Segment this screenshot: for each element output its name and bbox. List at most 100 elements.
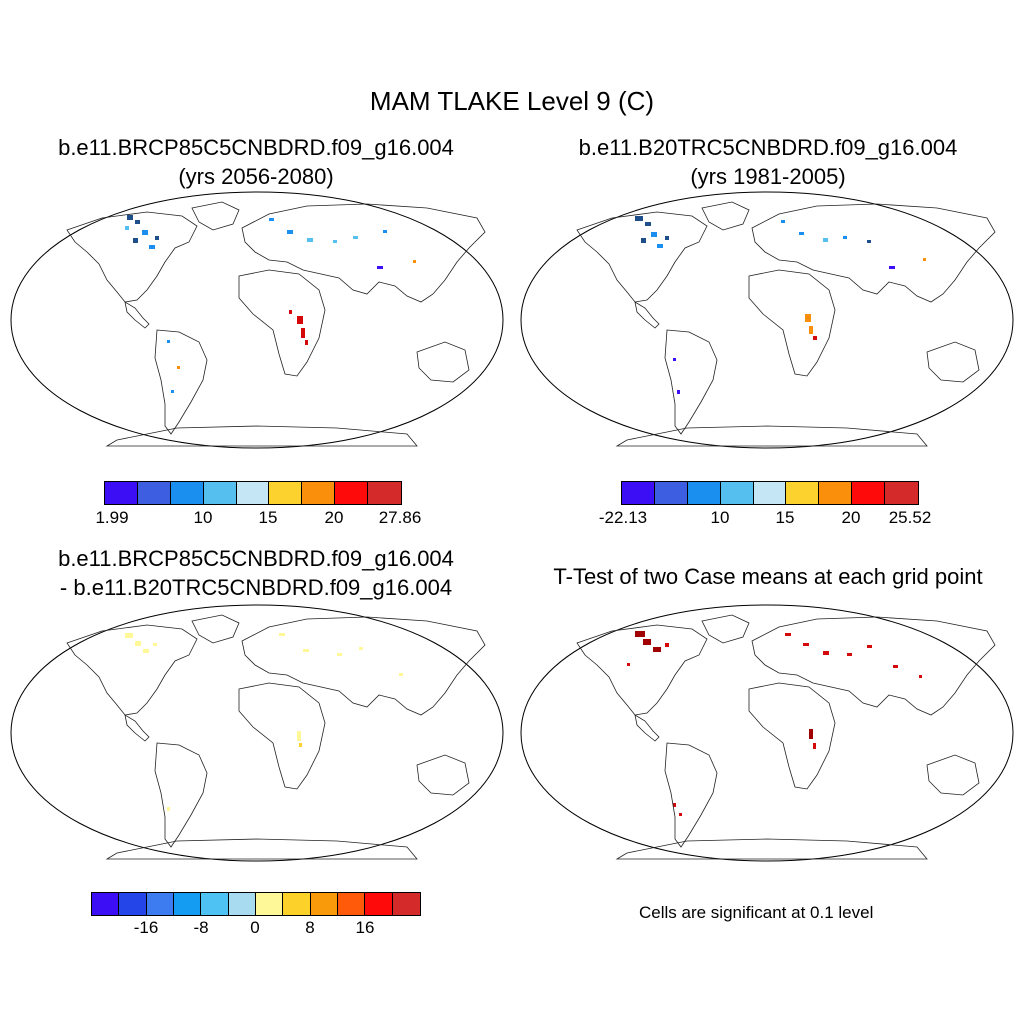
figure-title: MAM TLAKE Level 9 (C) <box>369 86 655 116</box>
lake-cell <box>299 743 302 747</box>
lake-cell <box>359 647 363 650</box>
coastline <box>701 614 750 644</box>
map-svg-1 <box>10 191 504 449</box>
coastline <box>238 269 326 377</box>
lake-cell <box>867 240 871 243</box>
coastline <box>191 201 240 231</box>
coastline <box>191 614 240 644</box>
panel-4-title: T-Test of two Case means at each grid po… <box>512 562 1024 591</box>
colorbar-swatch <box>92 893 120 915</box>
colorbar-swatch <box>335 482 368 504</box>
lake-cell <box>893 665 898 668</box>
coastline <box>416 341 470 383</box>
colorbar-swatch <box>119 893 147 915</box>
lake-cell <box>133 238 138 243</box>
colorbar-swatch <box>170 482 204 504</box>
lake-cell <box>809 326 813 334</box>
lake-cell <box>813 743 816 749</box>
lake-cell <box>635 631 645 637</box>
colorbar-1-label: 1.99 <box>95 508 129 527</box>
colorbar-3-label: -16 <box>133 918 159 937</box>
map-panel-2 <box>517 190 1017 450</box>
colorbar-swatch <box>255 893 284 915</box>
colorbar-swatch <box>852 482 885 504</box>
coastline <box>926 341 980 383</box>
lake-cell <box>813 336 817 340</box>
colorbar-2-label: 15 <box>775 508 795 527</box>
lake-cell <box>785 633 791 636</box>
lake-cell <box>149 245 155 249</box>
coastline <box>241 203 486 303</box>
coastline <box>748 682 836 790</box>
lake-cell <box>297 316 303 324</box>
colorbar-2-label: 20 <box>841 508 861 527</box>
lake-cell <box>809 729 813 739</box>
lake-cell <box>677 390 680 394</box>
colorbar-swatch <box>283 893 311 915</box>
coastline <box>124 714 150 742</box>
coastline <box>238 682 326 790</box>
colorbar-3-label: -8 <box>193 918 209 937</box>
lake-cell <box>889 266 895 269</box>
colorbar-3-label: 0 <box>250 918 260 937</box>
lake-cell <box>643 639 651 645</box>
lake-cell <box>177 366 180 369</box>
colorbar-1-label: 20 <box>324 508 344 527</box>
colorbar-swatch <box>753 482 787 504</box>
coastline <box>615 838 928 860</box>
colorbar-swatch <box>310 893 338 915</box>
map-outline <box>520 604 1014 862</box>
colorbar-panel-1 <box>104 481 402 505</box>
lake-cell <box>413 260 416 263</box>
lake-cell <box>301 328 305 338</box>
map-svg-4 <box>520 604 1014 862</box>
lake-cell <box>167 807 170 811</box>
coastline <box>748 269 836 377</box>
colorbar-swatch <box>337 893 366 915</box>
coastline <box>664 742 718 848</box>
coastline <box>576 211 708 303</box>
lake-cell <box>333 240 337 243</box>
coastline <box>751 203 996 303</box>
colorbar-swatch <box>203 482 237 504</box>
lake-cell <box>803 643 809 646</box>
colorbar-swatch <box>720 482 754 504</box>
coastline <box>105 838 418 860</box>
colorbar-2-label: -22.13 <box>598 508 648 527</box>
map-svg-3 <box>10 604 504 862</box>
map-panel-4 <box>517 603 1017 863</box>
lake-cell <box>923 258 926 261</box>
lake-cell <box>279 633 285 636</box>
coastline <box>154 742 208 848</box>
lake-cell <box>399 673 403 676</box>
lake-cell <box>627 663 630 666</box>
map-outline <box>10 191 504 449</box>
lake-cell <box>125 226 129 230</box>
coastline <box>241 616 486 716</box>
colorbar-swatch <box>173 893 202 915</box>
colorbar-swatch <box>786 482 820 504</box>
panel-3-title-line2: - b.e11.B20TRC5CNBDRD.f09_g16.004 <box>59 575 453 600</box>
coastline <box>154 329 208 435</box>
lake-cell <box>353 236 358 239</box>
lake-cell <box>919 675 922 678</box>
colorbar-2-label: 10 <box>710 508 730 527</box>
colorbar-swatch <box>201 893 229 915</box>
lake-cell <box>799 232 804 235</box>
coastline <box>66 211 198 303</box>
coastline <box>416 754 470 796</box>
lake-cell <box>665 643 669 647</box>
coastline <box>926 754 980 796</box>
colorbar-difference <box>91 892 421 916</box>
lake-cell <box>653 647 661 652</box>
lake-cell <box>337 653 342 656</box>
colorbar-swatch <box>819 482 853 504</box>
panel-1-title-line2: (yrs 2056-2080) <box>178 164 334 189</box>
lake-cell <box>673 803 676 807</box>
panel-2-title-line1: b.e11.B20TRC5CNBDRD.f09_g16.004 <box>578 135 958 160</box>
colorbar-swatch <box>654 482 688 504</box>
lake-cell <box>657 244 663 248</box>
lake-cell <box>155 236 159 240</box>
colorbar-swatch <box>687 482 721 504</box>
lake-cell <box>269 218 274 221</box>
